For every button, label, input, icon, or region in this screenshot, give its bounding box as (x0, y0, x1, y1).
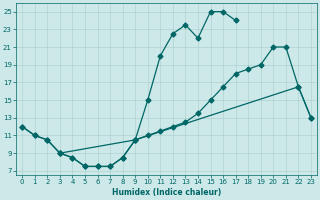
X-axis label: Humidex (Indice chaleur): Humidex (Indice chaleur) (112, 188, 221, 197)
